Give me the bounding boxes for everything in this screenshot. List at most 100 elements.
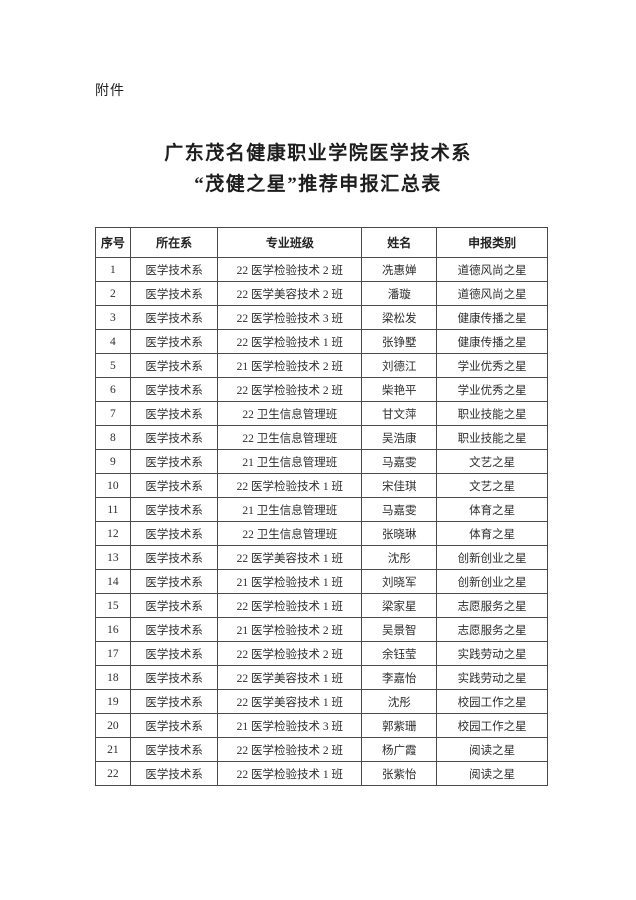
cell-category: 阅读之星 (436, 737, 548, 762)
cell-category: 职业技能之星 (436, 401, 548, 426)
cell-class: 22 医学检验技术 1 班 (217, 473, 363, 498)
cell-no: 18 (95, 665, 131, 690)
cell-class: 21 医学检验技术 2 班 (217, 617, 363, 642)
cell-dept: 医学技术系 (129, 281, 219, 306)
table-header: 序号 所在系 专业班级 姓名 申报类别 (95, 227, 548, 258)
cell-class: 22 医学检验技术 1 班 (217, 761, 363, 786)
cell-class: 22 医学检验技术 1 班 (217, 593, 363, 618)
table-row: 15 医学技术系 22 医学检验技术 1 班 梁家星 志愿服务之星 (95, 593, 548, 618)
cell-name: 刘德江 (361, 353, 438, 378)
cell-no: 3 (95, 305, 131, 330)
cell-category: 志愿服务之星 (436, 593, 548, 618)
cell-class: 21 卫生信息管理班 (217, 449, 363, 474)
cell-no: 19 (95, 689, 131, 714)
cell-dept: 医学技术系 (129, 689, 219, 714)
cell-no: 8 (95, 425, 131, 450)
cell-category: 体育之星 (436, 497, 548, 522)
cell-category: 健康传播之星 (436, 329, 548, 354)
cell-dept: 医学技术系 (129, 329, 219, 354)
cell-class: 22 卫生信息管理班 (217, 521, 363, 546)
cell-class: 22 卫生信息管理班 (217, 401, 363, 426)
table-row: 14 医学技术系 21 医学检验技术 1 班 刘晓军 创新创业之星 (95, 569, 548, 594)
cell-dept: 医学技术系 (129, 497, 219, 522)
cell-class: 22 医学检验技术 2 班 (217, 377, 363, 402)
cell-name: 杨广霞 (361, 737, 438, 762)
table-row: 18 医学技术系 22 医学美容技术 1 班 李嘉怡 实践劳动之星 (95, 665, 548, 690)
cell-dept: 医学技术系 (129, 713, 219, 738)
table-row: 16 医学技术系 21 医学检验技术 2 班 吴景智 志愿服务之星 (95, 617, 548, 642)
cell-class: 22 医学美容技术 1 班 (217, 665, 363, 690)
cell-category: 创新创业之星 (436, 569, 548, 594)
cell-no: 4 (95, 329, 131, 354)
cell-no: 9 (95, 449, 131, 474)
header-cell-dept: 所在系 (129, 227, 219, 258)
cell-dept: 医学技术系 (129, 353, 219, 378)
header-cell-class: 专业班级 (217, 227, 363, 258)
table-row: 19 医学技术系 22 医学美容技术 1 班 沈彤 校园工作之星 (95, 689, 548, 714)
cell-category: 阅读之星 (436, 761, 548, 786)
title-block: 广东茂名健康职业学院医学技术系 “茂健之星”推荐申报汇总表 (0, 138, 636, 200)
cell-dept: 医学技术系 (129, 449, 219, 474)
cell-no: 12 (95, 521, 131, 546)
table-row: 12 医学技术系 22 卫生信息管理班 张晓琳 体育之星 (95, 521, 548, 546)
cell-name: 冼惠婵 (361, 257, 438, 282)
table-body: 1 医学技术系 22 医学检验技术 2 班 冼惠婵 道德风尚之星 2 医学技术系… (95, 257, 548, 786)
cell-no: 13 (95, 545, 131, 570)
cell-category: 道德风尚之星 (436, 257, 548, 282)
cell-category: 实践劳动之星 (436, 641, 548, 666)
table-row: 22 医学技术系 22 医学检验技术 1 班 张紫怡 阅读之星 (95, 761, 548, 786)
cell-name: 沈彤 (361, 689, 438, 714)
header-cell-category: 申报类别 (436, 227, 548, 258)
cell-dept: 医学技术系 (129, 545, 219, 570)
cell-class: 22 医学检验技术 3 班 (217, 305, 363, 330)
cell-dept: 医学技术系 (129, 617, 219, 642)
cell-no: 2 (95, 281, 131, 306)
cell-category: 学业优秀之星 (436, 353, 548, 378)
cell-class: 22 医学检验技术 2 班 (217, 737, 363, 762)
cell-no: 11 (95, 497, 131, 522)
table-row: 7 医学技术系 22 卫生信息管理班 甘文萍 职业技能之星 (95, 401, 548, 426)
table-row: 8 医学技术系 22 卫生信息管理班 吴浩康 职业技能之星 (95, 425, 548, 450)
cell-class: 22 医学美容技术 2 班 (217, 281, 363, 306)
cell-class: 21 卫生信息管理班 (217, 497, 363, 522)
cell-class: 22 卫生信息管理班 (217, 425, 363, 450)
table-row: 3 医学技术系 22 医学检验技术 3 班 梁松发 健康传播之星 (95, 305, 548, 330)
summary-table: 序号 所在系 专业班级 姓名 申报类别 1 医学技术系 22 医学检验技术 2 … (95, 227, 548, 786)
cell-dept: 医学技术系 (129, 569, 219, 594)
cell-category: 实践劳动之星 (436, 665, 548, 690)
cell-dept: 医学技术系 (129, 761, 219, 786)
cell-category: 校园工作之星 (436, 689, 548, 714)
cell-dept: 医学技术系 (129, 737, 219, 762)
cell-no: 17 (95, 641, 131, 666)
cell-name: 张紫怡 (361, 761, 438, 786)
cell-category: 创新创业之星 (436, 545, 548, 570)
cell-no: 1 (95, 257, 131, 282)
cell-no: 10 (95, 473, 131, 498)
cell-name: 李嘉怡 (361, 665, 438, 690)
cell-class: 22 医学检验技术 2 班 (217, 641, 363, 666)
cell-dept: 医学技术系 (129, 305, 219, 330)
cell-dept: 医学技术系 (129, 641, 219, 666)
table-row: 1 医学技术系 22 医学检验技术 2 班 冼惠婵 道德风尚之星 (95, 257, 548, 282)
cell-name: 吴浩康 (361, 425, 438, 450)
cell-category: 道德风尚之星 (436, 281, 548, 306)
cell-name: 刘晓军 (361, 569, 438, 594)
cell-name: 余钰莹 (361, 641, 438, 666)
cell-name: 马嘉雯 (361, 497, 438, 522)
cell-name: 甘文萍 (361, 401, 438, 426)
cell-name: 潘璇 (361, 281, 438, 306)
header-cell-name: 姓名 (361, 227, 438, 258)
cell-dept: 医学技术系 (129, 425, 219, 450)
cell-category: 校园工作之星 (436, 713, 548, 738)
table-row: 9 医学技术系 21 卫生信息管理班 马嘉雯 文艺之星 (95, 449, 548, 474)
cell-class: 22 医学检验技术 1 班 (217, 329, 363, 354)
cell-no: 21 (95, 737, 131, 762)
cell-name: 张铮墅 (361, 329, 438, 354)
cell-class: 22 医学美容技术 1 班 (217, 545, 363, 570)
table-row: 13 医学技术系 22 医学美容技术 1 班 沈彤 创新创业之星 (95, 545, 548, 570)
cell-category: 健康传播之星 (436, 305, 548, 330)
cell-category: 职业技能之星 (436, 425, 548, 450)
cell-category: 体育之星 (436, 521, 548, 546)
cell-no: 6 (95, 377, 131, 402)
document-title-line2: “茂健之星”推荐申报汇总表 (194, 174, 442, 195)
